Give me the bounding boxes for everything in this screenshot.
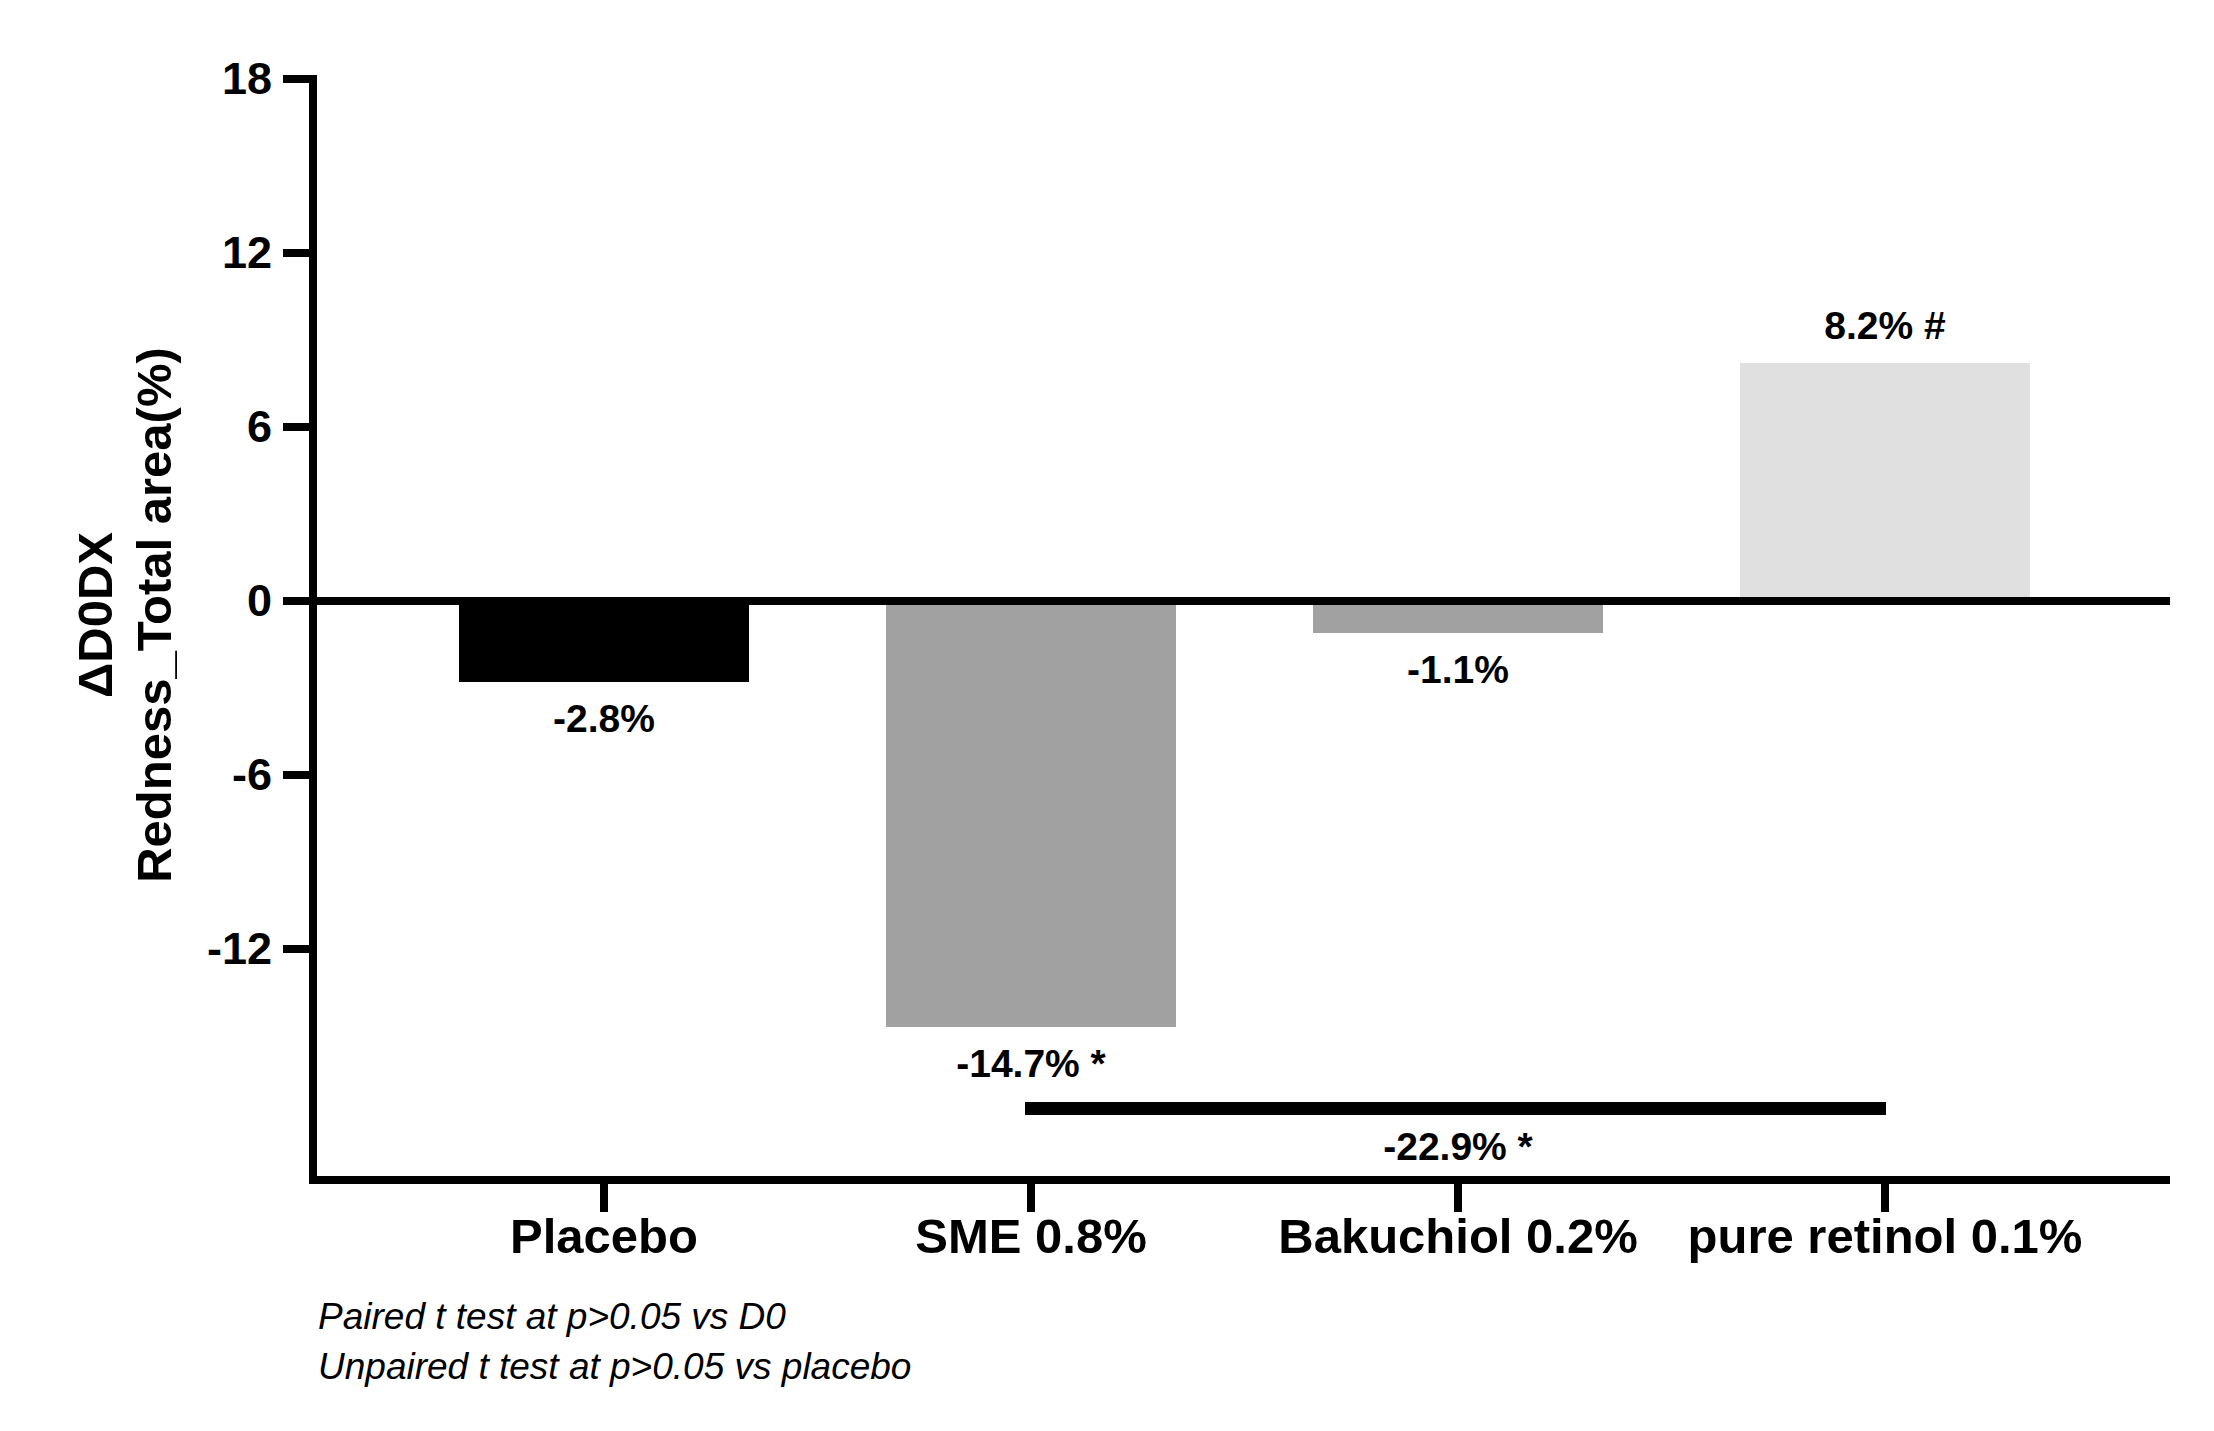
bar-bakuchiol-0-2 (1313, 601, 1603, 633)
bar-chart-figure: ΔD0DX Redness_Total area(%) 181260-6-12-… (0, 0, 2214, 1431)
category-label-pure-retinol-0-1: pure retinol 0.1% (1625, 1208, 2145, 1264)
bar-placebo (459, 601, 749, 682)
bar-sme-0-8 (886, 601, 1176, 1027)
y-tick-label-0: 0 (60, 573, 272, 629)
comparison-line (1025, 1102, 1886, 1115)
footnotes: Paired t test at p>0.05 vs D0 Unpaired t… (318, 1292, 911, 1392)
y-tick-6 (283, 423, 309, 431)
footnote-unpaired-t-test: Unpaired t test at p>0.05 vs placebo (318, 1342, 911, 1392)
footnote-paired-t-test: Paired t test at p>0.05 vs D0 (318, 1292, 911, 1342)
y-tick-label--6: -6 (60, 747, 272, 803)
y-axis-spine (309, 75, 317, 1184)
y-tick--6 (283, 771, 309, 779)
y-tick-label-6: 6 (60, 399, 272, 455)
bar-value-label-placebo: -2.8% (354, 696, 854, 742)
bar-value-label-bakuchiol-0-2: -1.1% (1208, 647, 1708, 693)
y-tick-label--12: -12 (60, 921, 272, 977)
bar-value-label-sme-0-8: -14.7% * (781, 1041, 1281, 1087)
y-tick-12 (283, 249, 309, 257)
y-tick--12 (283, 945, 309, 953)
y-tick-label-18: 18 (60, 51, 272, 107)
bar-value-label-pure-retinol-0-1: 8.2% # (1635, 303, 2135, 349)
comparison-label: -22.9% * (1208, 1124, 1708, 1170)
plot-area: 181260-6-12-2.8%Placebo-14.7% *SME 0.8%-… (0, 0, 2214, 1431)
y-tick-0 (283, 597, 309, 605)
x-axis-frame (309, 1176, 2170, 1184)
zero-baseline (317, 597, 2170, 605)
y-tick-18 (283, 75, 309, 83)
bar-pure-retinol-0-1 (1740, 363, 2030, 601)
y-tick-label-12: 12 (60, 225, 272, 281)
